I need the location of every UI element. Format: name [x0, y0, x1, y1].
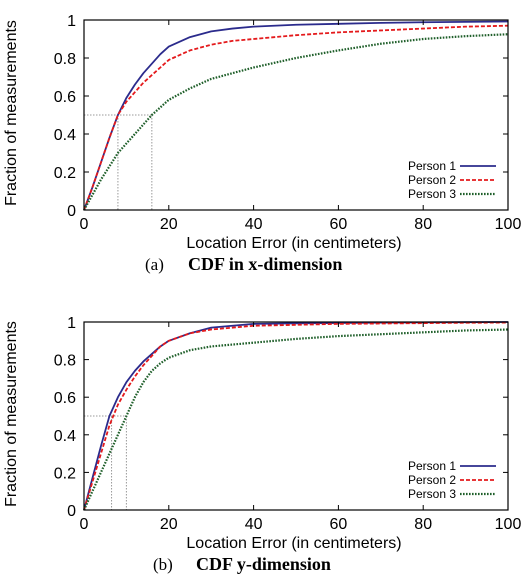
x-tick-label: 40	[245, 516, 263, 533]
y-tick-label: 0.2	[54, 465, 76, 482]
plot-frame	[83, 19, 509, 211]
x-tick-label: 40	[245, 216, 263, 233]
y-tick-label: 0.6	[54, 89, 76, 106]
y-tick-label: 1	[67, 315, 76, 332]
legend-label: Person 3	[408, 187, 456, 201]
series-line-person-3	[83, 33, 509, 211]
y-tick-label: 1	[67, 13, 76, 30]
series-line-person-2	[83, 321, 509, 511]
x-tick-label: 60	[330, 516, 348, 533]
series-line-person-2	[83, 24, 509, 211]
y-axis-label: Fraction of measurements	[3, 321, 20, 507]
x-tick-label: 100	[495, 516, 522, 533]
y-axis-label: Fraction of measurements	[3, 20, 20, 206]
chart-panel-b: 0 20 40 60 80 100 0 0.2 0.4 0.6 0.8 1 Location Error…	[3, 315, 521, 574]
caption-title: CDF in x-dimension	[188, 254, 342, 274]
caption-prefix: (a)	[145, 255, 164, 274]
chart-panel-a: 0 20 40 60 80 100 0 0.2 0.4 0.6 0.8 1 Location Error…	[3, 13, 521, 274]
legend-label: Person 2	[408, 173, 456, 187]
y-tick-label: 0.6	[54, 390, 76, 407]
y-tick-label: 0.8	[54, 51, 76, 68]
legend-label: Person 1	[408, 159, 456, 173]
x-tick-label: 80	[414, 216, 432, 233]
x-tick-label: 20	[160, 216, 178, 233]
plot-frame	[83, 321, 509, 511]
y-tick-label: 0	[67, 203, 76, 220]
x-tick-label: 100	[495, 216, 522, 233]
x-tick-label: 0	[80, 516, 89, 533]
caption-prefix: (b)	[153, 555, 173, 574]
x-tick-label: 20	[160, 516, 178, 533]
y-tick-label: 0.2	[54, 165, 76, 182]
x-tick-label: 80	[414, 516, 432, 533]
x-tick-label: 60	[330, 216, 348, 233]
y-tick-label: 0	[67, 503, 76, 520]
x-tick-label: 0	[80, 216, 89, 233]
series-line-person-3	[82, 328, 509, 511]
legend-label: Person 2	[408, 473, 456, 487]
x-axis-label: Location Error (in centimeters)	[186, 535, 401, 552]
x-axis-label: Location Error (in centimeters)	[186, 235, 401, 252]
caption-title: CDF y-dimension	[196, 554, 331, 574]
legend-label: Person 3	[408, 487, 456, 501]
legend-label: Person 1	[408, 459, 456, 473]
y-tick-label: 0.8	[54, 353, 76, 370]
y-tick-label: 0.4	[54, 428, 76, 445]
y-tick-label: 0.4	[54, 127, 76, 144]
